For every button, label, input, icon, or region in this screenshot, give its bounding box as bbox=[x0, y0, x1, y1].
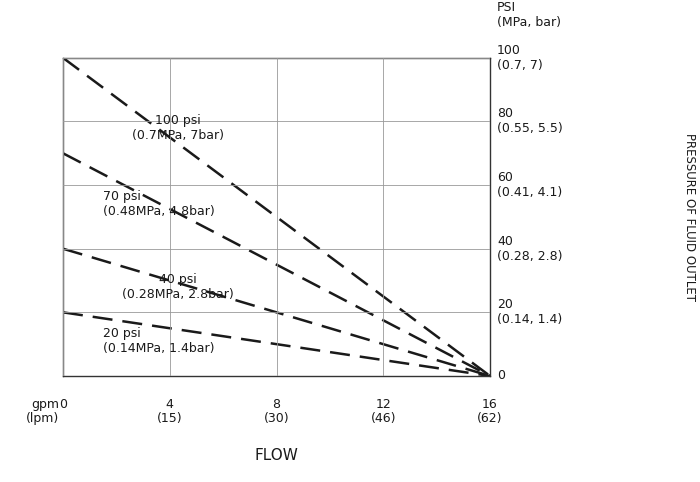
Text: gpm: gpm bbox=[32, 398, 60, 411]
Text: (30): (30) bbox=[264, 412, 289, 425]
Text: 20 psi
(0.14MPa, 1.4bar): 20 psi (0.14MPa, 1.4bar) bbox=[103, 327, 214, 355]
Text: (15): (15) bbox=[157, 412, 183, 425]
Text: 100 psi
(0.7MPa, 7bar): 100 psi (0.7MPa, 7bar) bbox=[132, 114, 224, 142]
Text: (46): (46) bbox=[370, 412, 396, 425]
Text: FLOW: FLOW bbox=[255, 448, 298, 463]
Text: (62): (62) bbox=[477, 412, 503, 425]
Text: PRESSURE OF FLUID OUTLET: PRESSURE OF FLUID OUTLET bbox=[683, 133, 696, 301]
Text: 12: 12 bbox=[375, 398, 391, 411]
Text: 16: 16 bbox=[482, 398, 498, 411]
Text: 20
(0.14, 1.4): 20 (0.14, 1.4) bbox=[497, 298, 562, 326]
Text: 40 psi
(0.28MPa, 2.8bar): 40 psi (0.28MPa, 2.8bar) bbox=[122, 273, 234, 301]
Text: 60
(0.41, 4.1): 60 (0.41, 4.1) bbox=[497, 171, 562, 199]
Text: 80
(0.55, 5.5): 80 (0.55, 5.5) bbox=[497, 107, 563, 135]
Text: 8: 8 bbox=[272, 398, 281, 411]
Text: 0: 0 bbox=[59, 398, 67, 411]
Text: (lpm): (lpm) bbox=[27, 412, 60, 425]
Text: 70 psi
(0.48MPa, 4.8bar): 70 psi (0.48MPa, 4.8bar) bbox=[103, 190, 215, 218]
Text: 100
(0.7, 7): 100 (0.7, 7) bbox=[497, 44, 542, 72]
Text: 40
(0.28, 2.8): 40 (0.28, 2.8) bbox=[497, 235, 563, 263]
Text: 0: 0 bbox=[497, 370, 505, 382]
Text: 4: 4 bbox=[166, 398, 174, 411]
Text: PSI
(MPa, bar): PSI (MPa, bar) bbox=[497, 1, 561, 29]
